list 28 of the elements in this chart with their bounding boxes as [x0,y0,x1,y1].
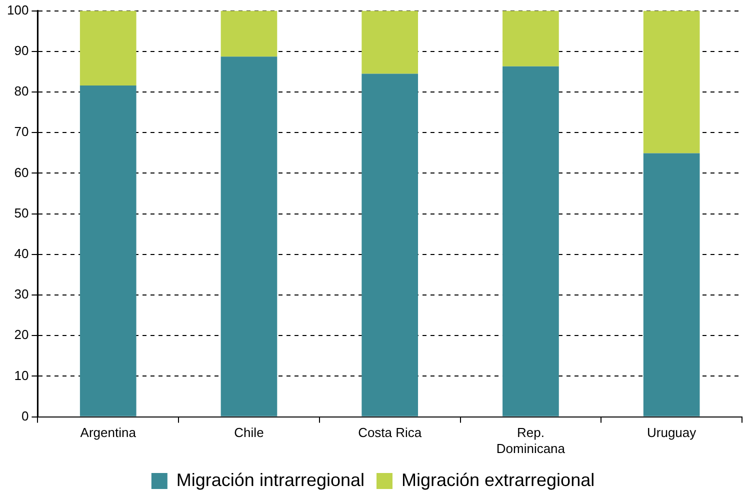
x-tick-label: Costa Rica [358,425,422,440]
y-tick-label: 30 [14,286,29,302]
y-tick-label: 60 [14,164,29,180]
y-tick-label: 0 [21,408,29,424]
bar [362,10,418,74]
bar [220,56,278,416]
y-tick-label: 70 [14,124,29,140]
bar [80,86,136,416]
y-tick-label: 20 [14,327,29,342]
bar [220,10,278,57]
y-tick-label: 40 [14,246,29,261]
y-tick-label: 100 [6,2,29,18]
y-tick-label: 50 [14,205,29,220]
bar [643,153,700,416]
bar [362,74,418,416]
x-tick-label: Uruguay [647,425,697,440]
legend-label: Migración intrarregional [176,470,365,490]
legend-label: Migración extrarregional [402,470,595,490]
bar [502,10,559,66]
y-tick-label: 10 [14,368,29,383]
bar [80,10,136,86]
y-tick-label: 90 [14,42,29,58]
bar [502,66,559,416]
x-tick-label: Chile [234,425,264,440]
x-tick-label: Argentina [80,425,137,440]
x-tick-label: Rep. Dominicana [496,425,566,456]
bar [643,10,700,154]
y-tick-label: 80 [14,84,29,99]
